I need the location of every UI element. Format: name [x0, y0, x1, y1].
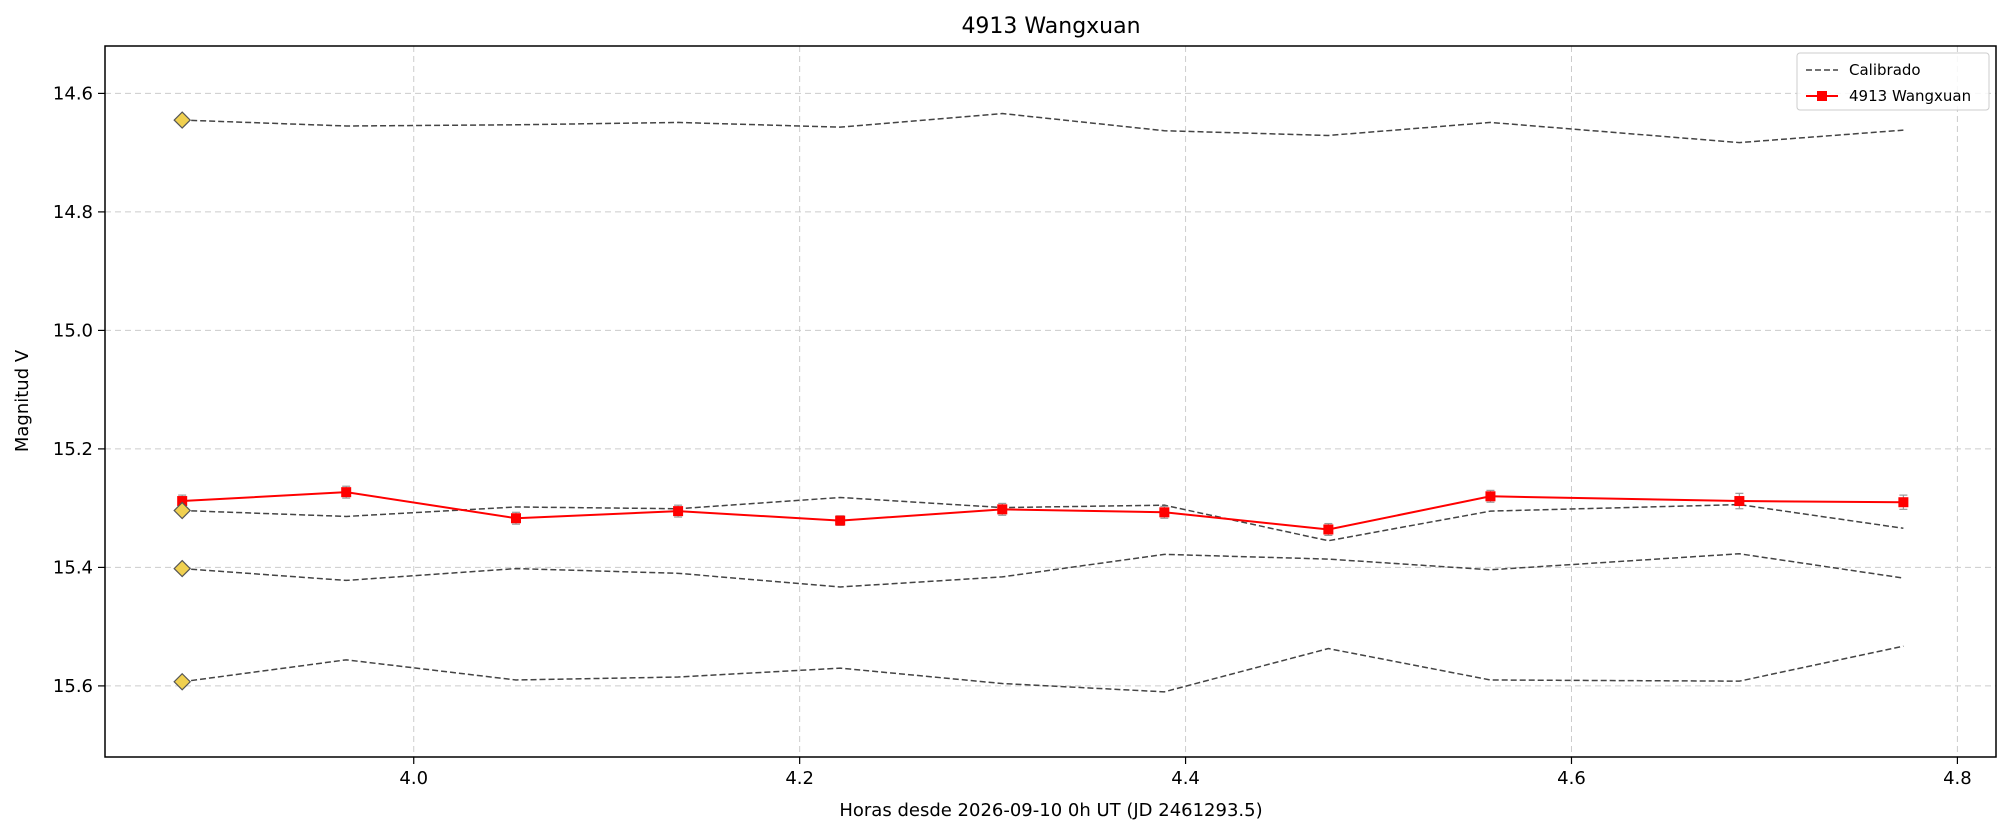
x-tick-label: 4.2: [785, 768, 814, 789]
target-point: [1159, 507, 1170, 518]
x-tick-label: 4.8: [1943, 768, 1972, 789]
target-point: [835, 515, 846, 526]
calibrado-line-3: [182, 553, 1904, 588]
y-tick-label: 15.0: [53, 320, 93, 341]
y-tick-label: 14.8: [53, 202, 93, 223]
comparison-star-marker: [173, 559, 192, 578]
comparison-star-marker: [173, 111, 192, 129]
legend-target-label: 4913 Wangxuan: [1849, 87, 1971, 105]
target-point: [997, 504, 1008, 515]
series-layer: [177, 112, 1909, 693]
y-tick-label: 15.2: [53, 439, 93, 460]
legend-calibrado-label: Calibrado: [1849, 61, 1921, 79]
chart-title: 4913 Wangxuan: [961, 14, 1140, 39]
plot-frame: [104, 45, 1997, 758]
y-tick-label: 15.6: [53, 676, 93, 697]
grid: [105, 46, 1996, 757]
y-tick-label: 14.6: [53, 83, 93, 104]
target-point: [1898, 497, 1909, 508]
y-tick-label: 15.4: [53, 557, 93, 578]
calibrado-line-4: [182, 645, 1904, 693]
x-tick-label: 4.4: [1171, 768, 1200, 789]
y-axis-label: Magnitud V: [12, 349, 33, 452]
target-point: [341, 487, 352, 498]
legend-box: [1796, 52, 1990, 111]
target-point: [1323, 524, 1334, 535]
x-tick-label: 4.0: [399, 768, 428, 789]
comparison-markers: [173, 111, 192, 691]
target-point: [177, 496, 188, 507]
target-point: [511, 513, 522, 524]
target-point: [673, 506, 684, 517]
calibrado-line-1: [182, 112, 1904, 144]
target-point: [1485, 491, 1496, 502]
legend-target-marker: [1817, 91, 1827, 101]
legend: Calibrado 4913 Wangxuan: [1796, 52, 1990, 111]
target-point: [1734, 496, 1745, 507]
comparison-star-marker: [173, 501, 192, 520]
axis-ticks: 4.0 4.2 4.4 4.6 4.8 14.6 14.8 15.0 15.2 15.4 15.6: [53, 83, 1972, 789]
comparison-star-marker: [173, 672, 192, 691]
x-axis-label: Horas desde 2026-09-10 0h UT (JD 2461293…: [839, 800, 1262, 821]
x-tick-label: 4.6: [1557, 768, 1586, 789]
